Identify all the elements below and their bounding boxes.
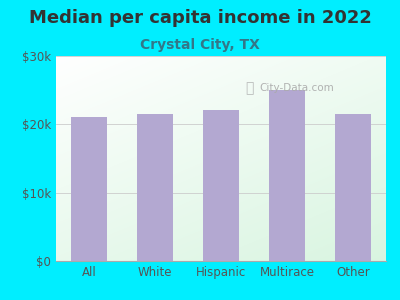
Text: ⦿: ⦿ <box>245 81 253 95</box>
Bar <box>137 114 173 261</box>
Text: Median per capita income in 2022: Median per capita income in 2022 <box>28 9 372 27</box>
Text: City-Data.com: City-Data.com <box>260 83 334 93</box>
Bar <box>269 90 305 261</box>
Bar <box>335 114 371 261</box>
Text: Crystal City, TX: Crystal City, TX <box>140 38 260 52</box>
Bar <box>71 117 107 261</box>
Bar <box>203 110 239 261</box>
